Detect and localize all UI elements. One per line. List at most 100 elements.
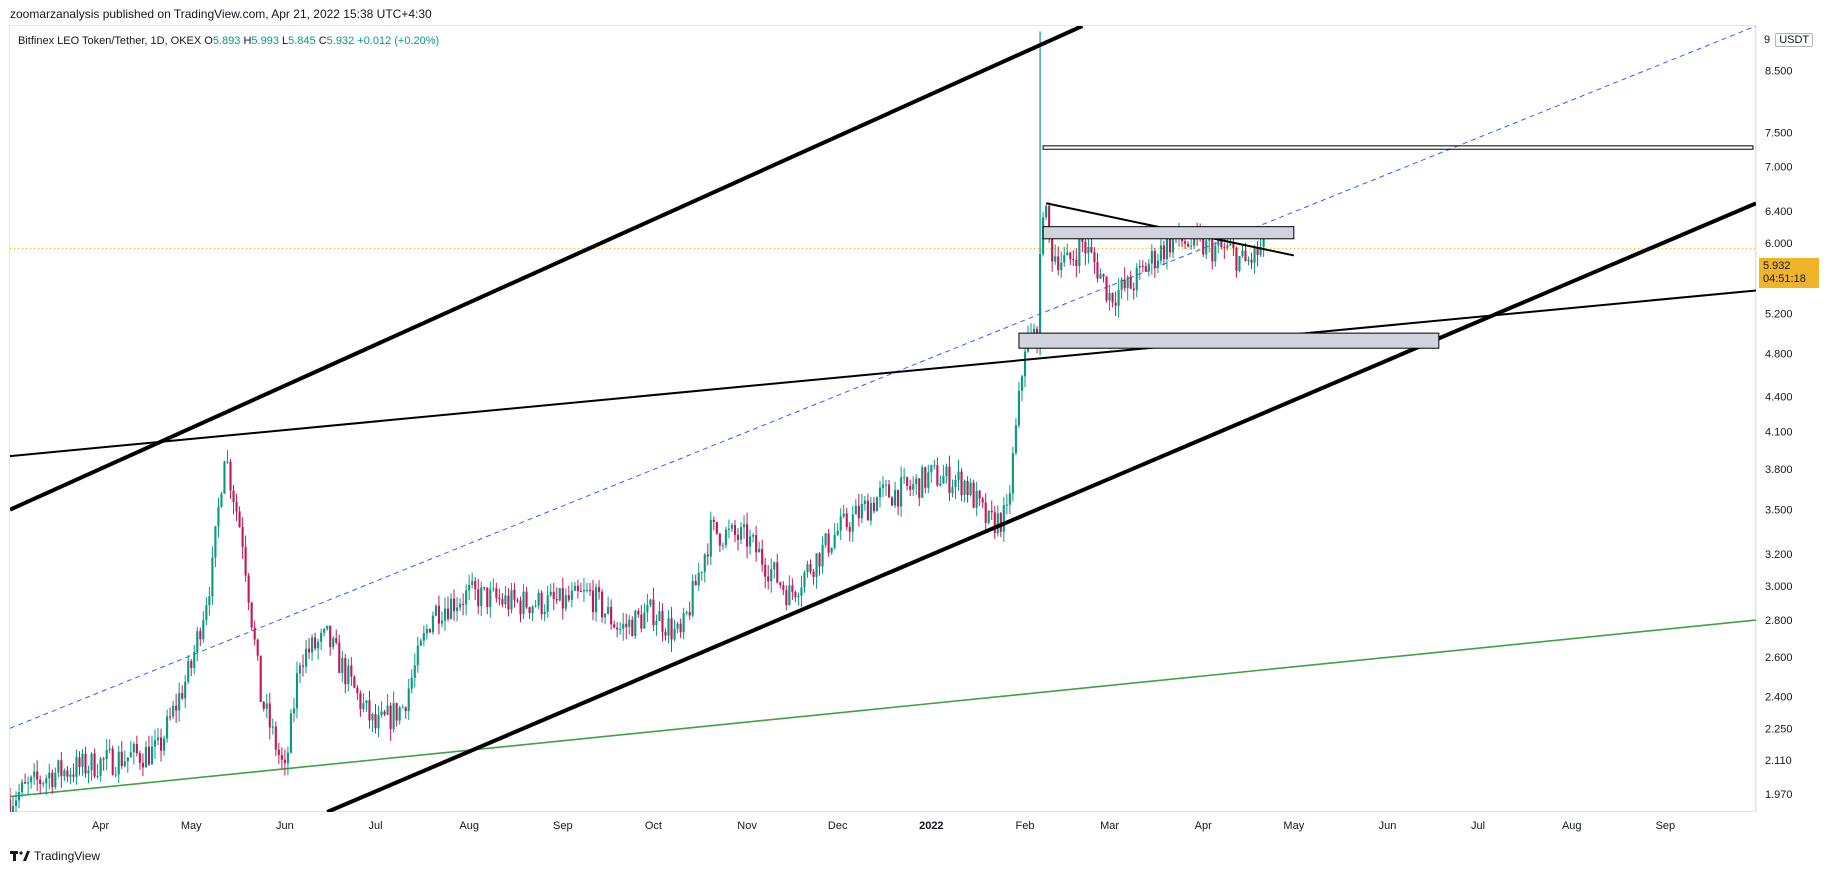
candle	[123, 750, 126, 768]
candle	[474, 577, 477, 601]
price-tick-label: 6.400	[1765, 206, 1793, 218]
price-tick-label: 3.800	[1765, 464, 1793, 476]
candle	[1132, 282, 1135, 300]
candle	[45, 774, 48, 795]
candle	[685, 610, 688, 616]
candle	[510, 582, 513, 614]
candle	[440, 611, 444, 628]
legend-open: 5.893	[212, 35, 241, 47]
candle	[323, 627, 326, 637]
candle	[927, 464, 930, 493]
legend-low-label: L	[282, 35, 289, 47]
candle	[800, 575, 803, 607]
candle	[205, 597, 208, 626]
time-tick-label: Jul	[368, 820, 382, 832]
long-resistance-line[interactable]	[10, 289, 1756, 458]
candle	[534, 599, 537, 608]
candle	[181, 685, 184, 701]
candle	[673, 619, 676, 642]
candle	[271, 718, 274, 735]
candle	[1144, 262, 1147, 273]
candle	[96, 763, 99, 780]
candle	[969, 478, 972, 497]
candle	[126, 757, 129, 773]
time-tick-label: May	[181, 820, 202, 832]
candle	[428, 628, 431, 634]
candle	[410, 669, 413, 694]
candle	[238, 506, 241, 528]
candle	[652, 587, 655, 632]
candle	[1138, 259, 1141, 280]
candle	[764, 557, 767, 589]
candle	[1093, 247, 1096, 274]
lower-channel-line[interactable]	[326, 201, 1756, 812]
candle	[1256, 240, 1259, 267]
candle	[498, 588, 501, 606]
candle	[1250, 252, 1253, 270]
time-tick-label: Jul	[1471, 820, 1485, 832]
time-tick-label: Nov	[737, 820, 757, 832]
candle	[818, 552, 821, 576]
footer-brand[interactable]: TradingView	[10, 849, 100, 863]
price-tick-label: 7.500	[1765, 127, 1793, 139]
price-tick-label: 2.800	[1765, 615, 1793, 627]
lower-demand-zone[interactable]	[1018, 332, 1440, 349]
candle	[676, 621, 679, 633]
candle	[356, 684, 359, 701]
candle	[1120, 277, 1123, 300]
tradingview-logo-icon	[10, 850, 30, 862]
chart-legend: Bitfinex LEO Token/Tether, 1D, OKEX O5.8…	[18, 35, 439, 47]
dashed-channel-line[interactable]	[10, 26, 1756, 729]
candle	[622, 612, 625, 641]
candle	[582, 578, 586, 602]
candle	[114, 766, 117, 778]
candle	[884, 479, 888, 496]
candle	[1141, 260, 1144, 273]
upper-supply-zone[interactable]	[1042, 226, 1295, 240]
candle	[368, 690, 371, 729]
candle	[386, 693, 389, 716]
candle	[857, 493, 860, 527]
candle	[289, 709, 292, 754]
candle	[1259, 236, 1262, 257]
candle	[298, 662, 302, 684]
candle	[821, 536, 824, 574]
publish-info: zoomarzanalysis published on TradingView…	[10, 7, 432, 21]
currency-unit[interactable]: USDT	[1775, 33, 1814, 47]
candle	[329, 625, 332, 656]
candle	[202, 611, 205, 643]
candle	[742, 515, 746, 539]
candle	[597, 580, 601, 600]
candle	[277, 742, 280, 765]
candle	[232, 484, 235, 515]
currency-selector[interactable]: 9 USDT	[1764, 33, 1814, 47]
candle	[637, 608, 640, 618]
candle	[280, 747, 283, 769]
candle	[11, 796, 15, 812]
candle	[108, 739, 111, 754]
drawings-layer[interactable]	[10, 26, 1756, 812]
candle	[975, 481, 978, 516]
candle	[682, 607, 685, 640]
candle	[981, 496, 984, 509]
candle	[540, 590, 543, 620]
candle	[407, 678, 410, 721]
candle	[667, 609, 670, 644]
price-tick-label: 4.400	[1765, 391, 1793, 403]
time-tick-label: Feb	[1015, 820, 1034, 832]
candle	[694, 574, 697, 586]
candle	[990, 500, 993, 520]
upper-channel-line[interactable]	[10, 26, 1084, 512]
candle	[881, 476, 885, 498]
candle	[552, 582, 555, 611]
time-axis[interactable]: Apr May Jun Jul Aug Sep Oct Nov Dec 2022 Feb Mar Apr…	[92, 820, 1675, 832]
green-support-line[interactable]	[10, 619, 1756, 798]
candle	[468, 574, 471, 600]
price-axis[interactable]: 1.970 2.110 2.250 2.400 2.600 2.800 3.000 3.200…	[1765, 66, 1793, 802]
candle	[706, 543, 709, 566]
resistance-box[interactable]	[1042, 145, 1754, 150]
candle	[1078, 232, 1081, 274]
candle	[446, 596, 450, 622]
candle	[265, 693, 268, 719]
